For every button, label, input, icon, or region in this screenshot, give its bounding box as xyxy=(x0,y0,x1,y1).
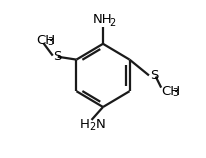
Text: S: S xyxy=(150,69,158,82)
Text: NH: NH xyxy=(92,13,112,26)
Text: N: N xyxy=(96,118,106,131)
Text: 3: 3 xyxy=(47,37,53,47)
Text: H: H xyxy=(80,118,89,131)
Text: S: S xyxy=(53,50,61,63)
Text: CH: CH xyxy=(36,34,55,47)
Text: 3: 3 xyxy=(172,88,178,98)
Text: 2: 2 xyxy=(110,18,116,28)
Text: 2: 2 xyxy=(89,122,96,132)
Text: CH: CH xyxy=(161,85,180,98)
